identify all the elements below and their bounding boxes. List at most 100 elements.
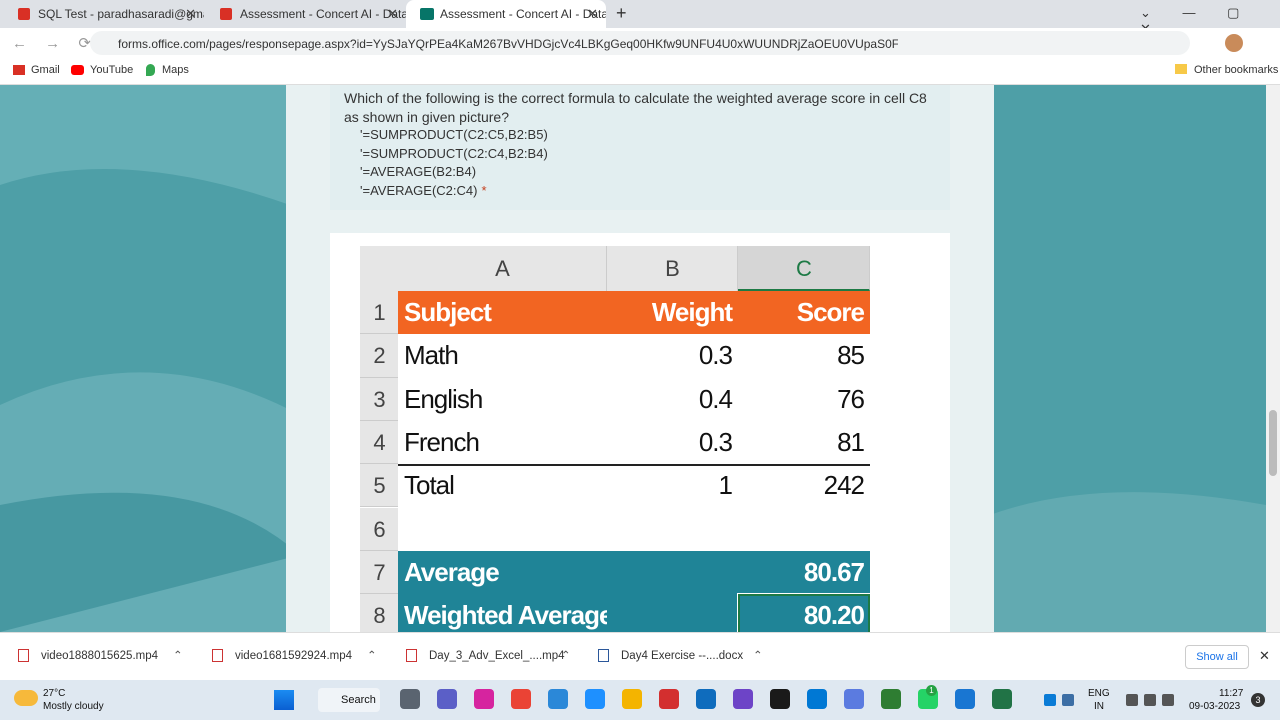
row-background [398,507,870,551]
taskbar-app[interactable] [511,689,531,709]
profile[interactable] [1225,34,1243,52]
file-name: Day4 Exercise --....docx [621,650,744,662]
row-background [398,464,870,510]
bookmark[interactable]: Other bookmarks [1194,64,1279,76]
taskbar-app[interactable] [437,689,457,709]
cell: Total [404,470,455,501]
cell: 81 [837,426,865,457]
option[interactable]: '=SUMPRODUCT(C2:C5,B2:B5) [360,127,934,146]
cell: 80.67 [803,556,865,587]
weather: Mostly cloudy [43,701,104,712]
cell: 0.3 [698,340,733,371]
youtube-icon [71,65,84,75]
row-header: 4 [360,420,398,465]
content: Which of the following is the correct fo… [0,85,1266,632]
bookmark[interactable]: YouTube [90,64,134,76]
close-downloads[interactable]: ✕ [1259,648,1270,663]
cell: 85 [837,340,865,371]
taskbar-app[interactable] [955,689,975,709]
cell: Subject [404,297,492,327]
row-header: 2 [360,334,398,378]
taskbar-app[interactable] [474,689,494,709]
tab[interactable]: Assessment - Concert AI - Data A ✕ [206,0,406,28]
download-item[interactable]: video1888015625.mp4 ⌃ [18,632,198,680]
chevron[interactable]: ⌃ [753,650,763,662]
taskbar-app[interactable] [400,689,420,709]
taskbar-app[interactable] [659,689,679,709]
url[interactable]: forms.office.com/pages/responsepage.aspx… [118,37,898,51]
question: Which of the following is the correct fo… [344,89,934,201]
language[interactable]: ENG [1088,688,1110,699]
taskbar-app[interactable] [622,689,642,709]
column-header: A [398,246,607,291]
bookmark[interactable]: Gmail [31,64,60,76]
cell: Weighted Average [404,600,607,631]
scrollbar[interactable] [1266,85,1280,632]
taskbar-app[interactable] [881,689,901,709]
tray-icon[interactable] [1044,694,1056,706]
option[interactable]: '=SUMPRODUCT(C2:C4,B2:B4) [360,146,934,165]
option-text: '=SUMPRODUCT(C2:C5,B2:B5) [360,127,548,142]
corner-cell [360,246,399,291]
tab-strip [0,0,1280,28]
start-button[interactable] [274,690,294,710]
tab-active[interactable]: Assessment - Concert AI - Data A ✕ [406,0,606,28]
omnibox[interactable] [90,31,1190,55]
selected-cell [737,593,871,632]
chevron[interactable]: ⌃ [367,650,377,662]
option[interactable]: '=AVERAGE(B2:B4) [360,164,934,183]
taskbar-app[interactable] [548,689,568,709]
question-card [330,85,950,210]
cell: Average [404,556,500,587]
taskbar-app[interactable] [770,689,790,709]
chevron[interactable]: ⌃ [561,650,571,662]
bookmark[interactable]: Maps [162,64,189,76]
row-background [398,291,870,335]
cell: French [404,426,480,457]
badge: 1 [926,685,937,696]
search-box[interactable] [318,688,380,712]
cell: 76 [837,383,865,414]
region[interactable]: IN [1094,701,1104,712]
new-tab[interactable]: + [616,3,627,23]
tray-icon[interactable] [1062,694,1074,706]
file-icon [598,649,609,663]
background-waves [0,85,1266,632]
nav-buttons[interactable]: ← → ⟳ [12,35,91,52]
cell: Score [796,297,865,327]
weather-icon [14,690,38,706]
taskbar-app[interactable] [992,689,1012,709]
chevron[interactable]: ⌃ [173,650,183,662]
download-item[interactable]: Day_3_Adv_Excel_....mp4 ⌃ [406,632,586,680]
option[interactable]: '=AVERAGE(C2:C4) * [360,183,934,202]
taskbar-app[interactable] [585,689,605,709]
temperature: 27°C [43,688,66,699]
tray-icon[interactable] [1162,694,1174,706]
tab-title: Assessment - Concert AI - Data A [440,7,606,21]
folder-icon [1175,64,1187,74]
date[interactable]: 09-03-2023 [1189,701,1241,712]
tab[interactable]: SQL Test - paradhasaradi@gmail ✕ [4,0,204,28]
clock[interactable]: 11:27 [1219,688,1244,699]
notifications[interactable]: 3 [1251,693,1265,707]
file-name: video1681592924.mp4 [235,650,353,662]
cell: 242 [823,470,865,501]
cell: Weight [651,297,733,327]
cell: 0.4 [698,383,733,414]
taskbar-app[interactable] [844,689,864,709]
show-all[interactable]: Show all [1185,645,1249,669]
maps-icon [146,64,155,76]
download-item[interactable]: Day4 Exercise --....docx ⌃ [598,632,778,680]
download-item[interactable]: video1681592924.mp4 ⌃ [212,632,392,680]
bookmarks-bar [0,58,1280,85]
tray-icon[interactable] [1144,694,1156,706]
tray-icon[interactable] [1126,694,1138,706]
row-background [398,594,870,632]
option-text: '=AVERAGE(C2:C4) [360,182,478,198]
taskbar-app[interactable] [807,689,827,709]
taskbar-app[interactable] [733,689,753,709]
cell: 80.20 [803,600,865,631]
taskbar-app[interactable] [696,689,716,709]
option-text: '=AVERAGE(B2:B4) [360,164,477,179]
